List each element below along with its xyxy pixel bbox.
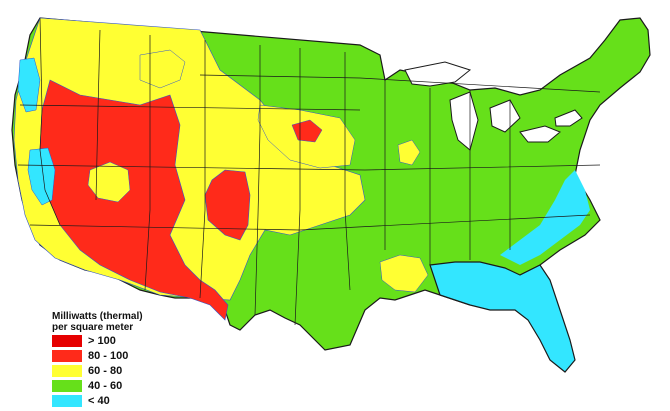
legend-item: > 100 <box>52 334 212 348</box>
legend-item: < 40 <box>52 394 212 408</box>
legend-item: 40 - 60 <box>52 379 212 393</box>
legend-swatch <box>52 335 82 347</box>
legend-label: 40 - 60 <box>88 380 123 392</box>
legend-swatch <box>52 395 82 407</box>
legend-label: 80 - 100 <box>88 350 129 362</box>
legend-items: > 100 80 - 100 60 - 80 40 - 60 < 40 <box>52 334 212 408</box>
texas-medium-pocket <box>379 254 429 293</box>
sierra-low-zone <box>27 147 56 206</box>
legend-label: 60 - 80 <box>88 365 123 377</box>
legend-item: 80 - 100 <box>52 349 212 363</box>
legend-swatch <box>52 380 82 392</box>
legend-swatch <box>52 365 82 377</box>
idaho-medium-pocket <box>139 49 186 89</box>
basin-medium-pocket <box>87 161 131 203</box>
state-boundaries <box>17 17 601 326</box>
legend-title: Milliwatts (thermal) <box>52 311 143 322</box>
legend-subtitle: per square meter <box>52 322 134 333</box>
legend: Milliwatts (thermal) per square meter > … <box>52 311 212 408</box>
legend-item: 60 - 80 <box>52 364 212 378</box>
legend-label: < 40 <box>88 395 110 407</box>
rio-grande-high-zone <box>204 169 251 241</box>
cascadia-low-zone <box>17 57 41 113</box>
legend-label: > 100 <box>88 335 116 347</box>
legend-swatch <box>52 350 82 362</box>
lakes-medium-pocket <box>397 139 421 166</box>
florida <box>429 261 576 373</box>
dakota-high-pocket <box>291 119 323 143</box>
